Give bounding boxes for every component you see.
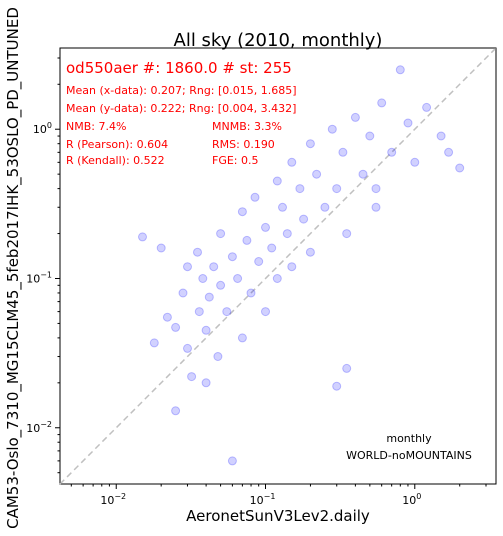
scatter-point: [332, 381, 342, 391]
scatter-point: [233, 274, 243, 283]
scatter-point: [242, 235, 252, 245]
scatter-point: [250, 192, 260, 202]
scatter-point: [222, 307, 232, 317]
y-axis-label: CAM53-Oslo_7310_MG15CLM45_5feb2017IHK_53…: [4, 7, 23, 529]
scatter-point: [267, 243, 277, 253]
scatter-point: [377, 98, 387, 108]
x-tick-label: 10−1: [250, 492, 276, 507]
scatter-point: [183, 343, 192, 353]
scatter-points: [138, 65, 465, 466]
scatter-point: [183, 262, 192, 272]
scatter-point: [213, 352, 223, 361]
scatter-point: [282, 229, 292, 239]
scatter-point: [138, 232, 147, 242]
scatter-point: [395, 65, 405, 75]
scatter-point: [272, 274, 282, 283]
stats-mean-y: Mean (y-data): 0.222; Rng: [0.004, 3.432…: [66, 102, 296, 115]
scatter-point: [287, 157, 297, 167]
scatter-point: [410, 157, 420, 167]
scatter-point: [187, 372, 197, 382]
scatter-point: [358, 169, 368, 179]
scatter-point: [272, 176, 282, 186]
scatter-point: [403, 118, 413, 128]
one-to-one-line: [59, 47, 497, 485]
scatter-point: [305, 139, 315, 149]
scatter-point: [216, 229, 226, 239]
scatter-point: [156, 243, 166, 253]
scatter-point: [350, 112, 360, 122]
scatter-point: [216, 280, 226, 290]
scatter-point: [332, 184, 342, 194]
scatter-point: [254, 257, 264, 266]
scatter-point: [278, 202, 287, 212]
scatter-point: [261, 222, 270, 232]
scatter-point: [436, 131, 446, 141]
stats-mnmb: MNMB: 3.3%: [212, 120, 282, 133]
x-tick-label: 10−2: [100, 492, 126, 507]
axis-ticks: 10−2 10−1 100 10−2 10−1 100: [26, 57, 487, 507]
stats-r-pearson: R (Pearson): 0.604: [66, 138, 168, 151]
stats-fge: FGE: 0.5: [212, 154, 259, 167]
scatter-point: [201, 325, 211, 335]
scatter-point: [198, 274, 208, 283]
scatter-point: [193, 247, 202, 257]
scatter-point: [171, 322, 181, 332]
scatter-point: [194, 307, 204, 317]
scatter-point: [299, 214, 309, 224]
scatter-point: [261, 307, 270, 317]
scatter-point: [246, 288, 256, 298]
y-tick-label: 10−1: [26, 270, 52, 285]
x-axis-label: AeronetSunV3Lev2.daily: [186, 507, 370, 525]
y-tick-label: 10−2: [26, 420, 52, 435]
scatter-point: [204, 292, 214, 302]
scatter-point: [295, 184, 305, 194]
scatter-point: [237, 207, 247, 217]
stats-r-kendall: R (Kendall): 0.522: [66, 154, 165, 167]
scatter-point: [387, 147, 397, 157]
region-note: WORLD-noMOUNTAINS: [346, 449, 472, 462]
scatter-point: [227, 456, 237, 466]
scatter-point: [178, 288, 188, 298]
stats-rms: RMS: 0.190: [212, 138, 275, 151]
stats-nmb: NMB: 7.4%: [66, 120, 126, 133]
scatter-point: [342, 363, 352, 373]
scatter-point: [342, 229, 352, 239]
scatter-point: [338, 147, 348, 157]
scatter-point: [371, 202, 381, 212]
scatter-point: [149, 338, 159, 348]
scatter-point: [371, 184, 381, 194]
stats-header: od550aer #: 1860.0 # st: 255: [66, 59, 292, 77]
scatter-point: [422, 102, 432, 112]
scatter-point: [227, 252, 237, 262]
stats-mean-x: Mean (x-data): 0.207; Rng: [0.015, 1.685…: [66, 84, 297, 97]
scatter-point: [365, 131, 375, 141]
scatter-point: [305, 247, 315, 257]
frequency-note: monthly: [386, 432, 432, 445]
scatter-point: [444, 147, 454, 157]
scatter-point: [209, 262, 219, 272]
scatter-point: [237, 333, 247, 343]
chart-title: All sky (2010, monthly): [174, 30, 383, 51]
y-tick-label: 100: [33, 121, 52, 136]
scatter-point: [455, 163, 465, 173]
scatter-point: [171, 406, 181, 416]
scatter-point: [312, 169, 322, 179]
scatter-point: [327, 124, 337, 134]
scatter-point: [320, 202, 330, 212]
scatter-point: [201, 378, 211, 388]
scatter-point: [162, 312, 172, 322]
scatter-point: [287, 262, 297, 272]
x-tick-label: 100: [402, 492, 421, 507]
